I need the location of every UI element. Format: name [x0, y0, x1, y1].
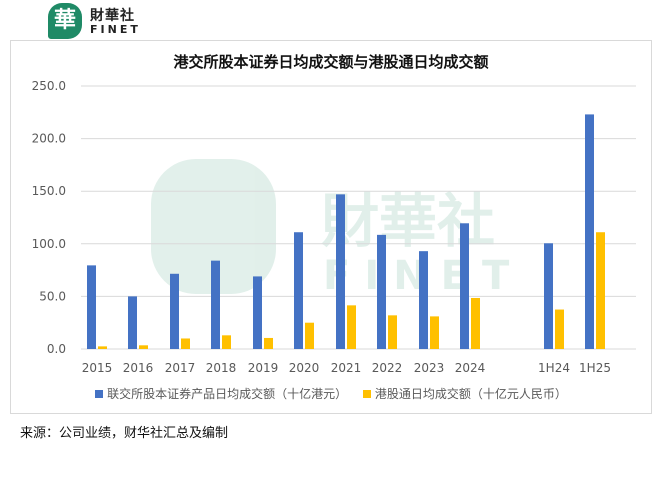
legend-label-connect: 港股通日均成交额（十亿元人民币） [374, 387, 567, 401]
logo-badge: 華 [48, 3, 82, 39]
bar-exchange-2020 [294, 232, 303, 349]
bar-exchange-2022 [377, 234, 386, 349]
bar-connect-2022 [388, 315, 397, 349]
y-tick-label: 50.0 [39, 289, 66, 303]
legend-swatch-blue [95, 390, 104, 398]
bar-exchange-2019 [253, 276, 262, 349]
x-tick-label: 1H24 [538, 361, 570, 375]
bar-connect-2018 [222, 335, 231, 349]
logo-chinese-name: 財華社 [90, 8, 135, 24]
x-tick-label: 2016 [123, 361, 154, 375]
bar-connect-2016 [139, 345, 148, 349]
x-tick-label: 2018 [206, 361, 237, 375]
x-tick-label: 1H25 [579, 361, 611, 375]
x-tick-label: 2017 [165, 361, 196, 375]
legend-swatch-gold [362, 390, 371, 398]
chart-container: 港交所股本证券日均成交额与港股通日均成交额 財華社 FINET 0.050.01… [10, 40, 652, 414]
bar-exchange-2016 [128, 296, 137, 349]
bar-connect-2023 [430, 316, 439, 349]
x-tick-label: 2020 [289, 361, 320, 375]
bar-exchange-1H24 [544, 243, 553, 349]
x-tick-label: 2024 [455, 361, 486, 375]
x-tick-label: 2021 [331, 361, 362, 375]
bar-exchange-2023 [419, 251, 428, 349]
bar-exchange-2018 [211, 260, 220, 349]
bar-connect-2024 [471, 297, 480, 349]
x-tick-label: 2015 [82, 361, 113, 375]
y-tick-label: 200.0 [32, 132, 66, 146]
bar-connect-2017 [181, 338, 190, 349]
bar-exchange-1H25 [585, 114, 594, 350]
watermark-english: FINET [323, 253, 523, 299]
legend-item-connect: 港股通日均成交额（十亿元人民币） [362, 385, 567, 402]
y-tick-label: 100.0 [32, 237, 66, 251]
legend-item-exchange: 联交所股本证券产品日均成交额（十亿港元） [95, 385, 347, 402]
x-tick-label: 2023 [414, 361, 445, 375]
watermark-badge [151, 159, 276, 294]
chart-legend: 联交所股本证券产品日均成交额（十亿港元） 港股通日均成交额（十亿元人民币） [11, 385, 651, 402]
x-tick-label: 2022 [372, 361, 403, 375]
y-tick-label: 150.0 [32, 184, 66, 198]
bar-connect-2015 [98, 346, 107, 349]
y-tick-label: 0.0 [47, 342, 66, 356]
bar-connect-2020 [305, 322, 314, 349]
bar-exchange-2015 [87, 265, 96, 349]
logo-english-name: FINET [90, 23, 141, 36]
bar-exchange-2024 [460, 223, 469, 349]
x-tick-label: 2019 [248, 361, 279, 375]
source-note: 来源：公司业绩，财华社汇总及编制 [20, 426, 229, 441]
bar-connect-2021 [347, 305, 356, 349]
bar-connect-2019 [264, 337, 273, 349]
chart-title: 港交所股本证券日均成交额与港股通日均成交额 [173, 53, 489, 71]
bar-connect-1H24 [555, 309, 564, 349]
bar-exchange-2017 [170, 273, 179, 349]
legend-label-exchange: 联交所股本证券产品日均成交额（十亿港元） [107, 387, 348, 401]
bar-connect-1H25 [596, 232, 605, 349]
y-tick-label: 250.0 [32, 79, 66, 93]
bar-exchange-2021 [336, 194, 345, 349]
finet-logo: 華 財華社 FINET [48, 3, 168, 41]
